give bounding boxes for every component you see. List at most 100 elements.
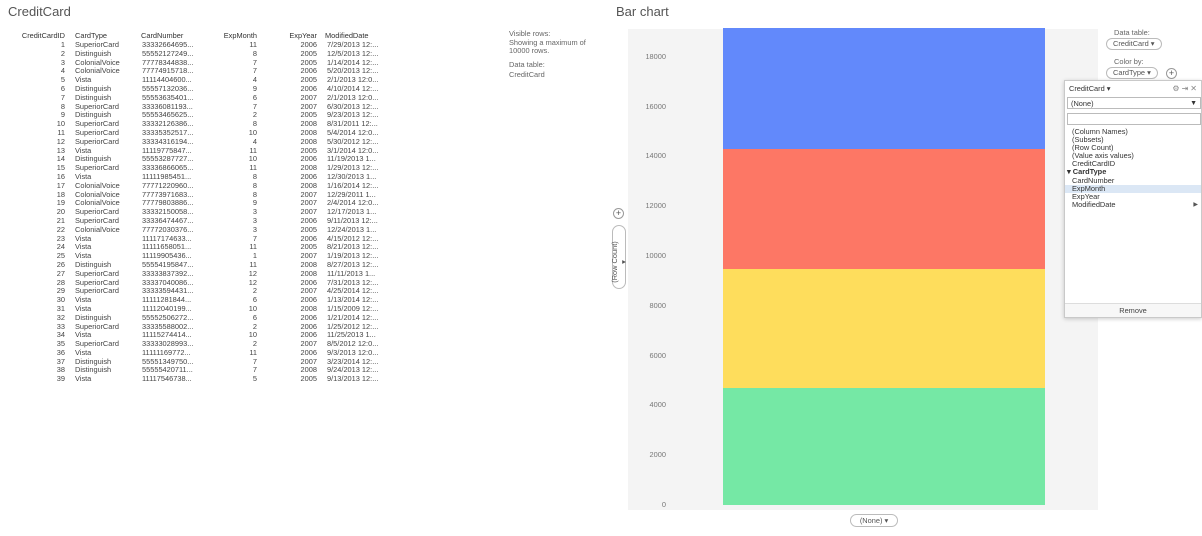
column-list-item[interactable]: CardNumber	[1065, 176, 1201, 185]
dropdown-data-table-selector[interactable]: CreditCard ▾ ⚙⇥✕	[1065, 81, 1201, 97]
column-list: (Column Names) (Subsets) (Row Count) (Value…	[1065, 127, 1201, 209]
table-row[interactable]: 30 Vista 11111281844... 6 2006 1/13/2014 12:.…	[6, 296, 404, 305]
table-row[interactable]: 19 ColonialVoice 77779803886... 9 2007 2/4/20…	[6, 199, 404, 208]
column-header[interactable]: CardNumber	[141, 31, 184, 40]
table-row[interactable]: 35 SuperiorCard 33333028993... 2 2007 8/5/201…	[6, 340, 404, 349]
table-cell: 1/29/2013 12:...	[327, 164, 379, 173]
table-row[interactable]: 16 Vista 11111985451... 8 2006 12/30/2013 1..…	[6, 173, 404, 182]
table-cell: Vista	[75, 252, 92, 261]
column-header[interactable]: ExpMonth	[223, 31, 257, 40]
table-row[interactable]: 34 Vista 11115274414... 10 2006 11/25/2013 1.…	[6, 331, 404, 340]
table-row[interactable]: 25 Vista 11119905436... 1 2007 1/19/2013 12:.…	[6, 252, 404, 261]
column-list-item[interactable]: ModifiedDate ▶	[1065, 200, 1201, 209]
table-cell: 1/19/2013 12:...	[327, 252, 379, 261]
table-row[interactable]: 1 SuperiorCard 33332664695... 11 2006 7/29/20…	[6, 41, 404, 50]
table-cell: 1/15/2009 12:...	[327, 304, 379, 313]
pin-icon[interactable]: ⇥	[1181, 84, 1191, 93]
column-list-item[interactable]: (Column Names)	[1065, 127, 1201, 136]
table-cell: 33332126386...	[142, 120, 194, 129]
table-cell: SuperiorCard	[75, 278, 119, 287]
table-row[interactable]: 10 SuperiorCard 33332126386... 8 2008 8/31/20…	[6, 120, 404, 129]
x-axis-selector[interactable]: (None) ▾	[850, 514, 898, 527]
table-cell: 2006	[300, 155, 317, 164]
add-y-axis-icon[interactable]: +	[613, 208, 624, 219]
add-color-icon[interactable]: +	[1166, 68, 1177, 79]
bar-segment[interactable]	[723, 269, 1045, 389]
column-header[interactable]: ModifiedDate	[325, 31, 369, 40]
remove-button[interactable]: Remove	[1065, 303, 1201, 317]
table-cell: 11/25/2013 1...	[327, 331, 376, 340]
table-row[interactable]: 9 Distinguish 55553465625... 2 2005 9/23/2013…	[6, 111, 404, 120]
table-cell: 7	[252, 102, 257, 111]
table-row[interactable]: 33 SuperiorCard 33335588002... 2 2006 1/25/20…	[6, 323, 404, 332]
column-header[interactable]: ExpYear	[289, 31, 317, 40]
y-axis-selector[interactable]: (Row Count) ▾	[610, 225, 628, 289]
column-header[interactable]: CardType	[75, 31, 108, 40]
hierarchy-select[interactable]: (None) ▼	[1067, 97, 1201, 109]
table-row[interactable]: 2 Distinguish 55552127249... 8 2005 12/5/2013…	[6, 50, 404, 59]
table-row[interactable]: 4 ColonialVoice 77774915718... 7 2006 5/20/20…	[6, 67, 404, 76]
table-row[interactable]: 23 Vista 11117174633... 7 2006 4/15/2012 12:.…	[6, 235, 404, 244]
column-list-item[interactable]: (Value axis values)	[1065, 152, 1201, 160]
table-row[interactable]: 14 Distinguish 55553287727... 10 2006 11/19/2…	[6, 155, 404, 164]
table-row[interactable]: 21 SuperiorCard 33336474467... 3 2006 9/11/20…	[6, 217, 404, 226]
table-cell: 8	[252, 120, 257, 129]
table-row[interactable]: 31 Vista 11112040199... 10 2008 1/15/2009 12:…	[6, 305, 404, 314]
column-list-item[interactable]: (Row Count)	[1065, 144, 1201, 152]
table-row[interactable]: 18 ColonialVoice 77773971683... 8 2007 12/29/…	[6, 191, 404, 200]
table-cell: 14	[56, 155, 65, 164]
bar-segment[interactable]	[723, 149, 1045, 270]
table-row[interactable]: 13 Vista 11119775847... 11 2005 3/1/2014 12:0…	[6, 147, 404, 156]
table-cell: 2006	[300, 67, 317, 76]
table-cell: 9/3/2013 12:0...	[327, 348, 379, 357]
table-row[interactable]: 3 ColonialVoice 77778344838... 7 2005 1/14/20…	[6, 59, 404, 68]
table-cell: 2	[252, 340, 257, 349]
column-list-item[interactable]: ExpYear	[1065, 192, 1201, 201]
table-row[interactable]: 32 Distinguish 55552506272... 6 2006 1/21/201…	[6, 314, 404, 323]
table-cell: 16	[56, 172, 65, 181]
table-row[interactable]: 37 Distinguish 55551349750... 7 2007 3/23/201…	[6, 358, 404, 367]
gear-icon[interactable]: ⚙	[1172, 84, 1182, 93]
close-icon[interactable]: ✕	[1190, 84, 1199, 93]
table-cell: 27	[56, 269, 65, 278]
chart-data-table-selector[interactable]: CreditCard ▾	[1106, 38, 1162, 50]
table-row[interactable]: 22 ColonialVoice 77772030376... 3 2005 12/24/…	[6, 226, 404, 235]
table-row[interactable]: 27 SuperiorCard 33333837392... 12 2008 11/11/…	[6, 270, 404, 279]
column-list-item[interactable]: ExpMonth	[1065, 184, 1201, 193]
table-cell: Distinguish	[75, 93, 112, 102]
color-by-selector[interactable]: CardType ▾	[1106, 67, 1158, 79]
table-cell: 8/21/2013 12:...	[327, 243, 379, 252]
column-dropdown-panel[interactable]: CreditCard ▾ ⚙⇥✕ (None) ▼ (Column Names)…	[1064, 80, 1202, 318]
table-row[interactable]: 5 Vista 11114404600... 4 2005 2/1/2013 12:0..…	[6, 76, 404, 85]
chart-title: Bar chart	[616, 4, 669, 19]
bar-segment[interactable]	[723, 388, 1045, 505]
table-row[interactable]: 28 SuperiorCard 33337040086... 12 2006 7/31/2…	[6, 279, 404, 288]
table-row[interactable]: 36 Vista 11111169772... 11 2006 9/3/2013 12:0…	[6, 349, 404, 358]
table-cell: 77772030376...	[142, 225, 194, 234]
table-cell: 10	[248, 155, 257, 164]
table-row[interactable]: 6 Distinguish 55557132036... 9 2006 4/10/2014…	[6, 85, 404, 94]
table-row[interactable]: 8 SuperiorCard 33336081193... 7 2007 6/30/201…	[6, 103, 404, 112]
table-row[interactable]: 29 SuperiorCard 33333594431... 2 2007 4/25/20…	[6, 287, 404, 296]
table-row[interactable]: 20 SuperiorCard 33332150058... 3 2007 12/17/2…	[6, 208, 404, 217]
table-cell: 2007	[300, 252, 317, 261]
table-row[interactable]: 26 Distinguish 55554195847... 11 2008 8/27/20…	[6, 261, 404, 270]
y-tick-label: 14000	[645, 151, 666, 161]
column-list-item[interactable]: (Subsets)	[1065, 136, 1201, 144]
data-table[interactable]: CreditCardID CardType CardNumber ExpMont…	[6, 31, 404, 384]
table-cell: 2007	[300, 102, 317, 111]
table-row[interactable]: 24 Vista 11111658051... 11 2005 8/21/2013 12:…	[6, 243, 404, 252]
table-row[interactable]: 7 Distinguish 55553635401... 6 2007 2/1/2013 …	[6, 94, 404, 103]
table-row[interactable]: 11 SuperiorCard 33335352517... 10 2008 5/4/20…	[6, 129, 404, 138]
column-list-item[interactable]: CreditCardID	[1065, 160, 1201, 168]
column-header[interactable]: CreditCardID	[21, 31, 65, 40]
table-row[interactable]: 39 Vista 11117546738... 5 2005 9/13/2013 12:.…	[6, 375, 404, 384]
table-row[interactable]: 15 SuperiorCard 33336866065... 11 2008 1/29/2…	[6, 164, 404, 173]
table-row[interactable]: 38 Distinguish 55555420711... 7 2008 9/24/201…	[6, 366, 404, 375]
column-search-input[interactable]	[1067, 113, 1201, 125]
table-row[interactable]: 17 ColonialVoice 77771220960... 8 2008 1/16/2…	[6, 182, 404, 191]
column-list-item[interactable]: ▾ CardType	[1065, 168, 1201, 176]
table-cell: 31	[56, 304, 65, 313]
table-row[interactable]: 12 SuperiorCard 33334316194... 4 2008 5/30/20…	[6, 138, 404, 147]
bar-segment[interactable]	[723, 28, 1045, 150]
